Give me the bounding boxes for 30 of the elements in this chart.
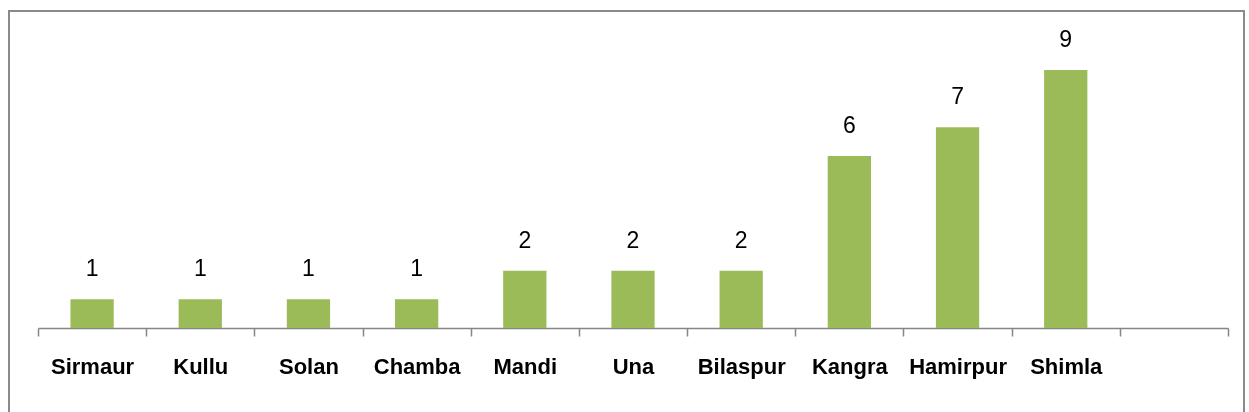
data-label: 1 (85, 255, 99, 282)
x-tick-label: Hamirpur (909, 353, 1008, 379)
bar (719, 270, 763, 328)
data-label: 7 (951, 83, 964, 110)
bar (935, 127, 980, 328)
data-label: 6 (842, 112, 856, 138)
bar (178, 299, 222, 328)
data-label: 1 (410, 255, 424, 282)
x-tick-label: Kullu (173, 353, 229, 379)
bar (611, 270, 655, 328)
x-tick-label: Una (612, 353, 656, 379)
data-label: 2 (734, 226, 748, 253)
data-label: 1 (302, 255, 315, 282)
bar (503, 270, 547, 328)
data-label: 1 (193, 255, 207, 282)
bar (70, 299, 114, 328)
x-tick-label: Solan (279, 353, 339, 379)
x-tick-label: Chamba (373, 353, 462, 379)
x-tick-label: Shimla (1030, 353, 1104, 379)
bar (827, 156, 871, 328)
bar (395, 299, 439, 328)
x-tick-label: Bilaspur (697, 353, 787, 379)
x-tick-label: Sirmaur (51, 353, 135, 379)
bar (286, 299, 331, 328)
data-label: 2 (626, 226, 640, 253)
x-tick-label: Kangra (811, 353, 889, 379)
data-label: 9 (1059, 26, 1073, 52)
x-tick-label: Mandi (493, 353, 558, 379)
data-label: 2 (518, 226, 532, 253)
bar (1044, 70, 1088, 328)
